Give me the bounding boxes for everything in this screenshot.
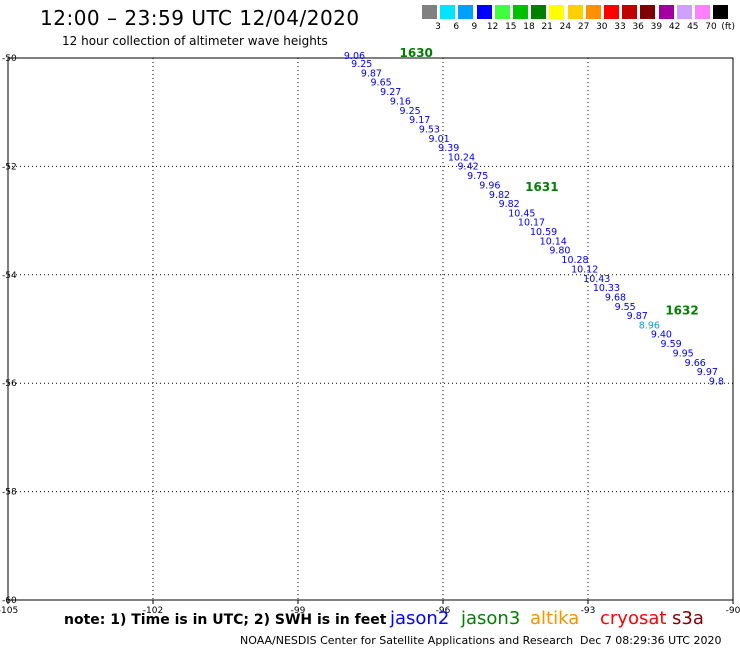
color-scale-label: 39 (650, 22, 663, 32)
color-swatch (476, 5, 492, 19)
color-scale-label: 42 (668, 22, 681, 32)
x-tick-label: -90 (726, 606, 740, 616)
swh-value-label: 9.82 (489, 190, 510, 201)
swh-value-label: 10.28 (561, 255, 588, 266)
time-label: 1630 (400, 46, 433, 60)
swh-value-label: 10.45 (508, 208, 535, 219)
swh-value-label: 10.59 (530, 227, 557, 238)
legend-entry-altika: altika (530, 608, 580, 629)
swh-value-label: 9.53 (419, 124, 440, 135)
swh-value-label: 9.75 (467, 171, 488, 182)
y-tick-label: -50 (2, 54, 17, 64)
swh-value-label: 9.25 (351, 59, 372, 70)
swh-value-label: 9.06 (344, 51, 365, 62)
x-tick-label: -96 (436, 606, 451, 616)
swh-value-label: 9.01 (429, 134, 450, 145)
chart-subtitle: 12 hour collection of altimeter wave hei… (62, 34, 328, 48)
color-scale-label: 3 (435, 22, 441, 32)
swh-value-label: 9.17 (409, 115, 430, 126)
color-scale-label: 33 (614, 22, 626, 32)
swh-value-label: 9.55 (615, 302, 636, 313)
color-scale-label: 18 (523, 22, 535, 32)
swh-value-label: 9.87 (627, 311, 648, 322)
x-tick-label: -105 (0, 606, 18, 616)
color-scale-label: 12 (486, 22, 499, 32)
swh-value-label: 10.24 (448, 152, 475, 163)
swh-value-label: 10.14 (540, 236, 567, 247)
swh-value-label: 10.12 (571, 265, 598, 276)
y-tick-label: -54 (2, 271, 17, 281)
swh-value-label: 9.66 (685, 358, 706, 369)
swh-value-label: 9.96 (479, 181, 500, 192)
color-swatch (640, 5, 656, 19)
swh-value-label: 9.39 (438, 143, 459, 154)
units-note: note: 1) Time is in UTC; 2) SWH is in fe… (64, 612, 387, 628)
color-scale-label: 45 (687, 22, 699, 32)
swh-value-label: 10.17 (518, 217, 545, 228)
color-scale-label: 6 (453, 22, 460, 32)
y-tick-label: -52 (2, 162, 17, 172)
swh-value-label: 9.27 (380, 87, 401, 98)
color-swatch (713, 5, 729, 19)
color-scale-label: 9 (471, 22, 478, 32)
color-scale-label: 30 (596, 22, 608, 32)
time-label: 1632 (665, 303, 698, 317)
x-tick-label: -93 (581, 606, 596, 616)
swh-value-label: 9.80 (549, 246, 570, 257)
color-swatch (658, 5, 674, 19)
color-swatch (422, 5, 437, 19)
generated-timestamp: Dec 7 08:29:36 UTC 2020 (580, 634, 722, 647)
legend-entry-jason3: jason3 (461, 608, 521, 629)
chart-title: 12:00 – 23:59 UTC 12/04/2020 (40, 6, 360, 30)
swh-value-label: 10.33 (593, 283, 620, 294)
swh-value-label: 9.87 (361, 68, 382, 79)
plot-frame (7, 57, 734, 601)
swh-value-label: 10.43 (583, 274, 610, 285)
color-swatch (604, 5, 619, 19)
color-swatch (695, 5, 710, 19)
color-swatch (531, 5, 547, 19)
color-scale-label: 15 (505, 22, 517, 32)
swh-value-label: 9.25 (400, 106, 421, 117)
color-scale-label: 70 (705, 22, 717, 32)
y-tick-label: -58 (2, 488, 17, 498)
color-swatch (676, 5, 692, 19)
x-tick-label: -99 (291, 606, 306, 616)
swh-value-label: 9.42 (458, 162, 479, 173)
swh-value-label: 9.95 (673, 349, 694, 360)
time-label: 1631 (525, 180, 558, 194)
y-tick-label: -60 (2, 596, 17, 606)
credit-text: NOAA/NESDIS Center for Satellite Applica… (240, 634, 574, 647)
color-swatch (622, 5, 638, 19)
color-swatch (585, 5, 601, 19)
legend-entry-s3a: s3a (672, 608, 704, 629)
color-scale-label: 27 (577, 22, 590, 32)
swh-value-label: 9.8 (709, 376, 724, 387)
swh-value-label: 8.96 (639, 320, 660, 331)
swh-value-label: 9.40 (651, 330, 672, 341)
y-tick-label: -56 (2, 379, 17, 389)
color-scale-unit: (ft) (721, 22, 735, 32)
color-swatch (458, 5, 474, 19)
color-swatch (440, 5, 456, 19)
color-scale-label: 36 (632, 22, 644, 32)
swh-value-label: 9.16 (390, 97, 411, 108)
swh-value-label: 9.65 (371, 78, 392, 89)
swh-value-label: 9.82 (499, 199, 520, 210)
color-swatch (494, 5, 510, 19)
color-swatch (549, 5, 565, 19)
x-tick-label: -102 (143, 606, 163, 616)
color-swatch (513, 5, 528, 19)
swh-value-label: 9.59 (661, 339, 682, 350)
color-scale-label: 21 (541, 22, 553, 32)
legend-entry-jason2: jason2 (390, 608, 450, 629)
swh-value-label: 9.68 (605, 292, 626, 303)
color-scale-label: 24 (559, 22, 572, 32)
color-swatch (567, 5, 583, 19)
swh-value-label: 9.97 (697, 367, 718, 378)
legend-entry-cryosat: cryosat (600, 608, 667, 629)
